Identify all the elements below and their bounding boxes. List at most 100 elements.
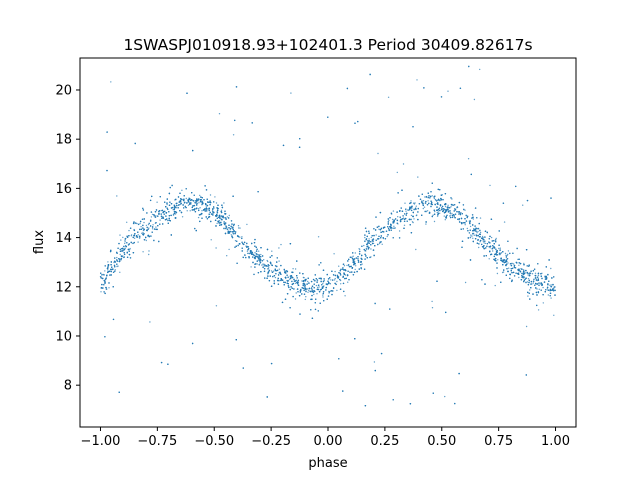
data-point [425, 210, 427, 213]
data-point [364, 240, 366, 242]
data-point [221, 206, 224, 209]
data-point [343, 290, 345, 293]
data-point [434, 210, 436, 213]
data-point [440, 194, 443, 196]
data-point [363, 244, 365, 247]
data-point [255, 250, 258, 252]
data-point [241, 236, 243, 238]
data-point [431, 182, 433, 184]
data-point [331, 270, 333, 272]
data-point [229, 228, 231, 230]
data-point [100, 291, 102, 293]
data-point [223, 202, 225, 204]
data-point [357, 120, 359, 123]
data-point [460, 228, 462, 230]
data-point [412, 126, 414, 128]
data-point [470, 234, 472, 236]
data-point [297, 283, 299, 285]
data-point [114, 257, 116, 259]
data-point [231, 226, 233, 228]
data-point [231, 227, 234, 230]
data-point [483, 255, 485, 257]
data-point [217, 208, 219, 210]
data-point [205, 203, 207, 206]
data-point [169, 220, 171, 222]
chart-title: 1SWASPJ010918.93+102401.3 Period 30409.8… [123, 36, 532, 54]
data-point [160, 213, 162, 215]
data-point [276, 279, 279, 282]
data-point [457, 218, 459, 220]
data-point [109, 274, 111, 276]
data-point [270, 270, 273, 272]
data-point [399, 220, 402, 222]
data-point [360, 267, 362, 269]
data-point [526, 199, 529, 202]
data-point [459, 87, 462, 90]
data-point [504, 261, 506, 263]
data-point [220, 221, 222, 224]
data-point [489, 184, 491, 187]
data-point [538, 282, 540, 284]
data-point [241, 237, 243, 240]
data-point [528, 264, 530, 266]
data-point [364, 253, 366, 256]
data-point [193, 204, 196, 207]
data-point [189, 202, 191, 204]
data-point [123, 248, 126, 251]
data-point [430, 195, 432, 198]
data-point [482, 241, 485, 243]
data-point [276, 269, 279, 272]
data-point [401, 210, 404, 212]
data-point [178, 201, 180, 203]
data-point [479, 241, 481, 243]
data-point [162, 216, 164, 218]
data-point [116, 263, 118, 265]
data-point [541, 277, 543, 280]
data-point [339, 288, 342, 290]
data-point [347, 264, 350, 266]
data-point [228, 248, 230, 251]
data-point [368, 238, 370, 240]
data-point [525, 277, 527, 279]
data-point [150, 211, 153, 213]
data-point [267, 264, 269, 266]
data-point [364, 234, 366, 236]
data-point [359, 250, 361, 253]
data-point [292, 282, 294, 285]
data-point [343, 273, 346, 276]
data-point [158, 213, 160, 215]
data-point [152, 224, 154, 226]
data-point [380, 235, 382, 237]
data-point [210, 239, 212, 241]
data-point [148, 250, 150, 252]
data-point [246, 245, 248, 248]
data-point [114, 261, 116, 263]
data-point [374, 369, 376, 372]
data-point [484, 242, 487, 245]
data-point [278, 247, 280, 249]
data-point [537, 278, 539, 280]
data-point [224, 232, 227, 235]
data-point [394, 227, 396, 229]
data-point [278, 260, 280, 262]
data-point [265, 265, 267, 267]
data-point [257, 191, 259, 193]
data-point [502, 264, 504, 266]
data-point [150, 235, 152, 237]
data-point [365, 238, 368, 240]
data-point [218, 220, 221, 222]
data-point [409, 403, 412, 405]
data-point [327, 278, 330, 280]
data-point [297, 291, 299, 293]
data-point [116, 195, 118, 197]
data-point [159, 196, 161, 198]
data-point [534, 284, 536, 286]
data-point [502, 251, 504, 253]
data-point [380, 352, 383, 355]
data-point [400, 218, 402, 221]
data-point [549, 292, 552, 294]
data-point [119, 271, 121, 273]
data-point [245, 256, 247, 259]
data-point [299, 291, 301, 293]
data-point [495, 253, 497, 255]
